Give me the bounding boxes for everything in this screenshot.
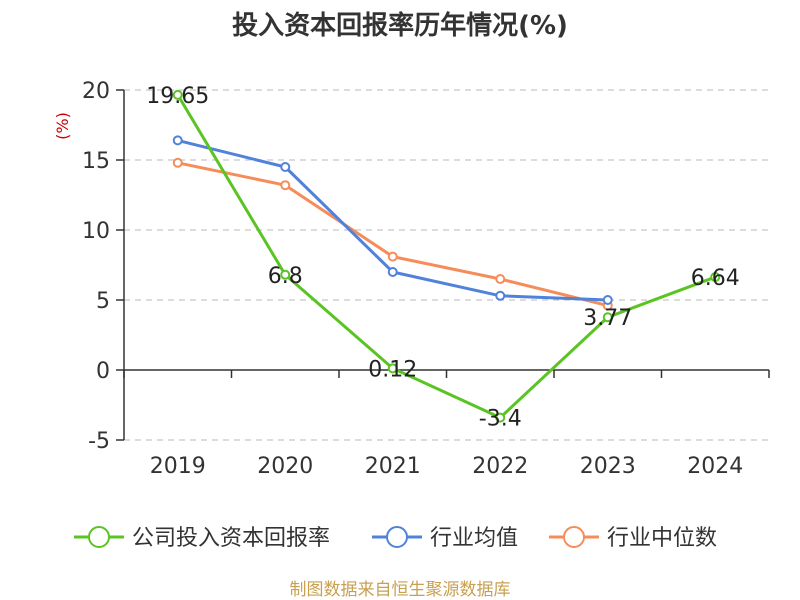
data-point — [280, 180, 291, 191]
legend-swatch-marker — [386, 526, 408, 548]
data-point — [710, 272, 721, 283]
data-label: 6.64 — [691, 266, 740, 291]
data-point — [495, 412, 506, 423]
data-point — [280, 269, 291, 280]
y-tick-label: 15 — [82, 149, 110, 174]
data-point — [280, 162, 291, 172]
chart-title: 投入资本回报率历年情况(%) — [232, 10, 568, 41]
data-label: 3.77 — [583, 306, 632, 331]
x-tick-label: 2022 — [472, 454, 528, 479]
data-point — [387, 363, 398, 374]
legend[interactable]: 公司投入资本回报率 行业均值 行业中位数 — [74, 526, 717, 551]
data-label: 19.65 — [146, 84, 209, 109]
y-axis-unit: (%) — [53, 112, 72, 140]
x-tick-label: 2019 — [150, 454, 206, 479]
axes: 20 15 10 5 0 -5 2019 2020 2021 2022 2023 2024 — [82, 79, 770, 479]
x-tick-label: 2021 — [365, 454, 421, 479]
data-point — [387, 251, 398, 262]
legend-label: 行业均值 — [430, 526, 518, 551]
source-note: 制图数据来自恒生聚源数据库 — [290, 580, 511, 600]
x-tick-label: 2024 — [687, 454, 743, 479]
x-tick-label: 2020 — [257, 454, 313, 479]
series-line — [177, 161, 609, 308]
series-layer — [172, 89, 721, 423]
data-point — [495, 290, 506, 301]
data-labels: 19.65 6.8 0.12 -3.4 3.77 6.64 — [146, 84, 739, 432]
y-tick-label: 5 — [96, 289, 110, 314]
data-label: 6.8 — [268, 264, 303, 289]
series-line — [176, 94, 716, 420]
legend-item[interactable]: 行业均值 — [372, 526, 518, 551]
y-tick-label: 0 — [96, 359, 110, 384]
y-tick-label: -5 — [88, 429, 110, 454]
legend-swatch-marker — [88, 526, 110, 548]
data-point — [172, 157, 183, 168]
legend-label: 行业中位数 — [607, 526, 717, 551]
data-point — [172, 135, 183, 146]
data-point — [602, 295, 613, 305]
legend-item[interactable]: 公司投入资本回报率 — [74, 526, 330, 551]
y-tick-label: 20 — [82, 79, 110, 104]
legend-swatch-marker — [563, 526, 585, 548]
data-point — [495, 274, 506, 284]
legend-item[interactable]: 行业中位数 — [549, 526, 717, 551]
grid-lines — [124, 89, 769, 441]
y-tick-label: 10 — [82, 219, 110, 244]
data-label: 0.12 — [368, 357, 417, 382]
data-point — [387, 267, 398, 277]
legend-label: 公司投入资本回报率 — [132, 526, 330, 551]
data-label: -3.4 — [479, 407, 522, 432]
x-tick-label: 2023 — [580, 454, 636, 479]
data-point — [602, 312, 613, 323]
data-point — [172, 89, 183, 100]
